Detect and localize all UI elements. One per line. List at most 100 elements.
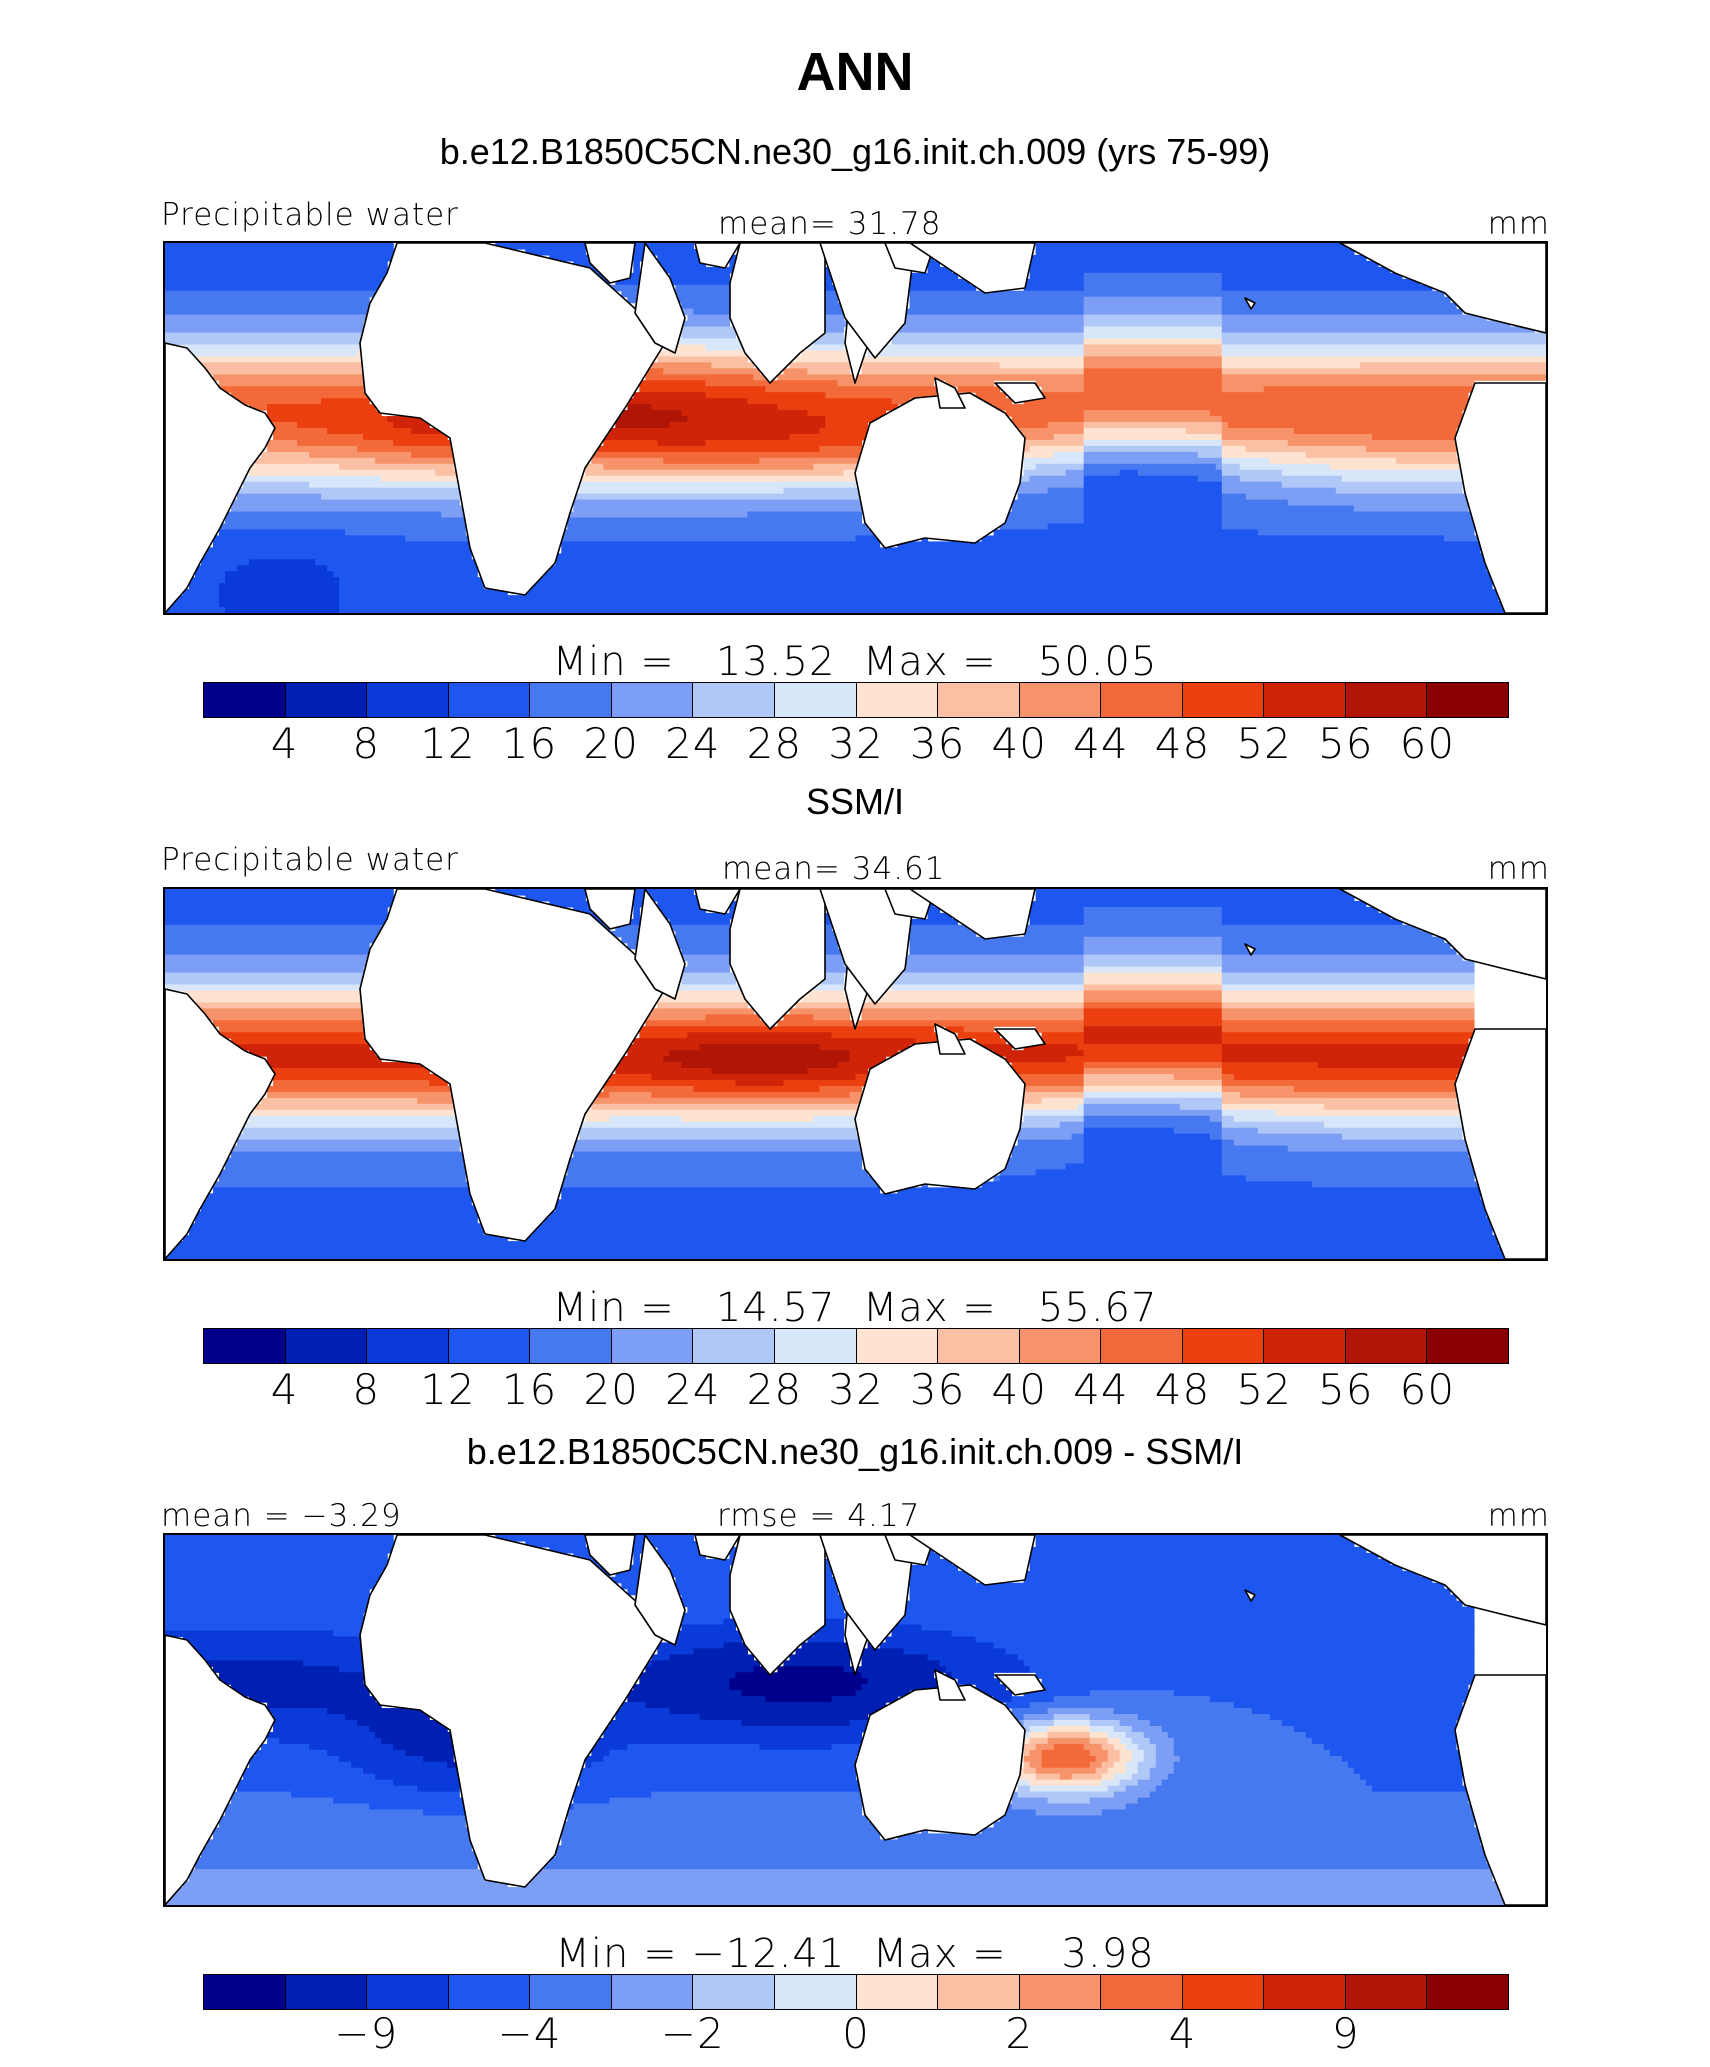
map-contour-cell [573, 505, 863, 513]
map-contour-cell [597, 445, 821, 453]
map-contour-cell [657, 260, 706, 268]
panel-2-min-max: Min = 14.57 Max = 55.67 [552, 1285, 1158, 1331]
map-contour-cell [1221, 912, 1391, 920]
map-contour-cell [909, 1594, 1457, 1602]
coastline [994, 382, 1046, 404]
map-contour-cell [561, 1193, 1481, 1200]
map-contour-cell [861, 368, 1085, 375]
map-contour-cell [165, 1630, 334, 1638]
map-contour-cell [1083, 918, 1223, 926]
map-contour-cell [249, 1761, 352, 1769]
map-contour-cell [1251, 1708, 1463, 1715]
colorbar-swatch [1101, 1329, 1183, 1363]
map-contour-cell [237, 1690, 370, 1697]
map-contour-cell [747, 398, 893, 405]
map-contour-cell [207, 1193, 472, 1200]
map-contour-cell [1221, 481, 1283, 489]
map-contour-cell [759, 457, 863, 465]
map-contour-cell [1029, 1779, 1103, 1787]
map-contour-cell [1083, 422, 1223, 429]
map-contour-cell [1323, 1743, 1457, 1751]
map-contour-cell [1149, 1720, 1283, 1727]
map-contour-cell [1023, 1103, 1079, 1111]
map-contour-cell [1179, 1103, 1223, 1111]
colorbar-swatch [1182, 683, 1265, 717]
map-contour-cell [861, 1648, 905, 1655]
map-contour-cell [675, 930, 731, 938]
map-contour-cell [903, 1606, 1475, 1614]
map-contour-cell [237, 493, 322, 501]
map-contour-cell [621, 1702, 646, 1709]
map-contour-cell [927, 906, 941, 914]
map-contour-cell [1089, 1761, 1103, 1769]
coastline [584, 889, 636, 930]
map-contour-cell [633, 906, 640, 914]
panel-2-map-canvas [165, 889, 1546, 1259]
map-contour-cell [819, 332, 845, 340]
coastline [165, 988, 276, 1259]
map-contour-cell [555, 1199, 1487, 1206]
map-contour-cell [567, 1157, 863, 1165]
map-contour-cell [273, 1079, 430, 1087]
map-contour-cell [219, 1169, 466, 1177]
map-contour-cell [555, 1845, 1487, 1852]
map-contour-cell [1173, 1743, 1325, 1751]
colorbar-swatch [938, 683, 1020, 717]
colorbar-tick-label: 12 [420, 719, 476, 768]
map-contour-cell [651, 1540, 700, 1548]
panel-1-map [163, 241, 1548, 615]
map-contour-cell [1083, 326, 1223, 334]
map-contour-cell [1125, 1803, 1475, 1811]
map-contour-cell [1329, 1749, 1463, 1757]
map-contour-cell [363, 433, 448, 441]
map-contour-cell [1041, 1038, 1085, 1045]
map-contour-cell [651, 1660, 761, 1667]
map-contour-cell [1083, 1026, 1223, 1033]
map-contour-cell [231, 505, 466, 513]
map-contour-cell [1107, 1749, 1121, 1757]
map-contour-cell [231, 499, 460, 507]
colorbar-swatch [1182, 1975, 1265, 2009]
map-contour-cell [633, 392, 706, 399]
map-contour-cell [669, 278, 731, 286]
map-contour-cell [1221, 296, 1451, 304]
map-contour-cell [729, 254, 737, 262]
map-contour-cell [1047, 1797, 1091, 1805]
map-contour-cell [1011, 499, 1085, 507]
map-contour-cell [825, 1588, 839, 1596]
colorbar-tick-label: 16 [501, 719, 558, 768]
map-contour-cell [1029, 266, 1391, 274]
map-contour-cell [813, 338, 845, 346]
map-contour-cell [615, 416, 688, 423]
map-contour-cell [1149, 1737, 1175, 1745]
map-contour-cell [837, 1062, 881, 1069]
map-contour-cell [165, 1899, 1505, 1905]
map-contour-cell [231, 1038, 370, 1045]
map-contour-cell [819, 445, 863, 453]
map-contour-cell [1119, 1737, 1133, 1745]
map-contour-cell [945, 1666, 1031, 1673]
map-contour-cell [1221, 1008, 1475, 1015]
map-contour-cell [729, 1678, 869, 1685]
map-contour-cell [555, 553, 1487, 560]
map-contour-cell [861, 1654, 929, 1661]
map-contour-cell [1083, 469, 1121, 477]
map-contour-cell [1035, 463, 1085, 471]
map-contour-cell [1155, 1761, 1175, 1769]
map-contour-cell [831, 1743, 863, 1751]
map-contour-cell [1089, 1714, 1139, 1721]
map-contour-cell [1005, 517, 1085, 525]
map-contour-cell [339, 607, 1505, 613]
map-contour-cell [585, 1755, 604, 1763]
map-contour-cell [591, 1743, 628, 1751]
map-contour-cell [561, 1175, 875, 1183]
map-contour-cell [663, 1558, 737, 1566]
map-contour-cell [825, 924, 833, 932]
map-contour-cell [861, 1672, 935, 1679]
map-contour-cell [687, 960, 731, 968]
map-contour-cell [525, 894, 586, 902]
map-contour-cell [219, 1678, 364, 1685]
map-contour-cell [1161, 1779, 1367, 1787]
colorbar-swatch [611, 683, 694, 717]
map-contour-cell [543, 571, 1493, 578]
